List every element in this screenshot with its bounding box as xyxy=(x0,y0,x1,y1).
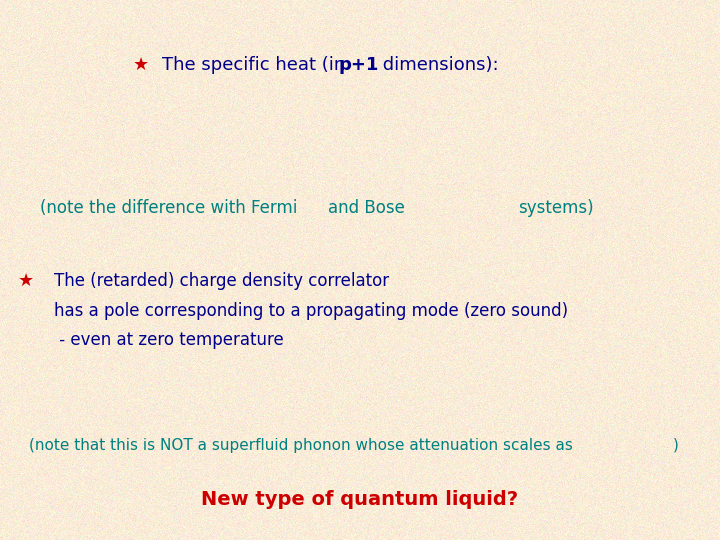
Text: ★: ★ xyxy=(132,56,148,74)
Text: systems): systems) xyxy=(518,199,594,217)
Text: New type of quantum liquid?: New type of quantum liquid? xyxy=(202,490,518,509)
Text: The specific heat (in: The specific heat (in xyxy=(162,56,351,74)
Text: - even at zero temperature: - even at zero temperature xyxy=(54,331,284,349)
Text: p+1: p+1 xyxy=(338,56,379,74)
Text: and Bose: and Bose xyxy=(328,199,405,217)
Text: (note that this is NOT a superfluid phonon whose attenuation scales as: (note that this is NOT a superfluid phon… xyxy=(29,438,572,453)
Text: has a pole corresponding to a propagating mode (zero sound): has a pole corresponding to a propagatin… xyxy=(54,301,568,320)
Text: The (retarded) charge density correlator: The (retarded) charge density correlator xyxy=(54,272,389,290)
Text: (note the difference with Fermi: (note the difference with Fermi xyxy=(40,199,297,217)
Text: dimensions):: dimensions): xyxy=(377,56,498,74)
Text: ★: ★ xyxy=(18,272,34,290)
Text: ): ) xyxy=(673,438,679,453)
